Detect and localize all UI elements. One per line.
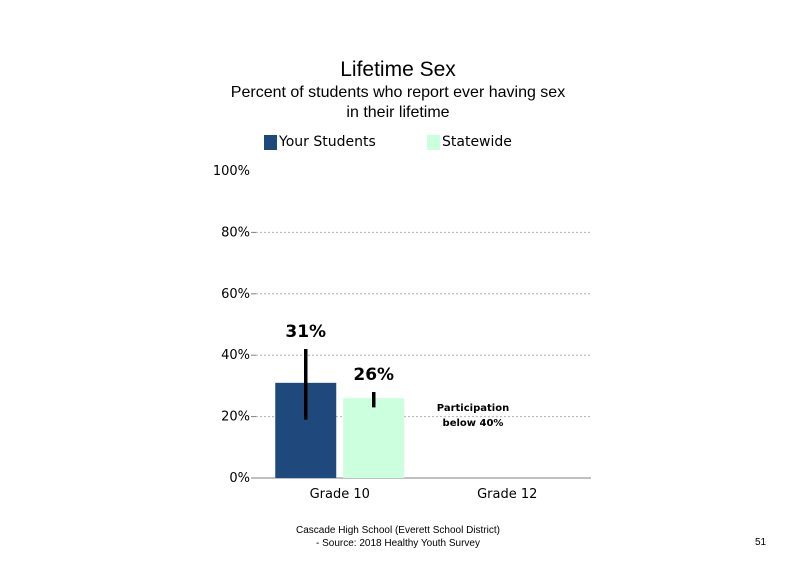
x-tick-label: Grade 10 [310, 487, 370, 502]
y-tick-label: 80% [221, 225, 250, 240]
chart-subtitle: Percent of students who report ever havi… [0, 83, 796, 123]
y-tick-label: 100% [213, 164, 250, 179]
legend-swatch-statewide [427, 134, 440, 150]
data-label: 31% [285, 322, 326, 342]
participation-note-line: Participation [436, 403, 510, 414]
footer-source: Cascade High School (Everett School Dist… [0, 524, 796, 550]
footer-line-school: Cascade High School (Everett School Dist… [296, 525, 500, 536]
page-number: 51 [755, 537, 767, 548]
y-tick-label: 0% [229, 471, 250, 486]
legend-label-your-students: Your Students [279, 134, 376, 150]
bar [343, 398, 405, 478]
chart-title: Lifetime Sex [340, 58, 456, 81]
legend-item-statewide: Statewide [427, 133, 512, 151]
x-tick-label: Grade 12 [477, 487, 537, 502]
footer-line-source: - Source: 2018 Healthy Youth Survey [316, 538, 480, 549]
chart-subtitle-line: Percent of students who report ever havi… [230, 84, 566, 101]
participation-note: Participation below 40% [423, 401, 523, 431]
y-tick-label: 20% [221, 410, 250, 425]
legend-label-statewide: Statewide [442, 134, 512, 150]
legend-item-your-students: Your Students [264, 133, 376, 151]
y-tick-label: 60% [221, 287, 250, 302]
y-tick-label: 40% [221, 348, 250, 363]
participation-note-line: below 40% [442, 418, 504, 429]
data-label: 26% [353, 365, 394, 385]
legend-swatch-your-students [264, 134, 277, 150]
chart-subtitle-line: in their lifetime [346, 104, 450, 121]
